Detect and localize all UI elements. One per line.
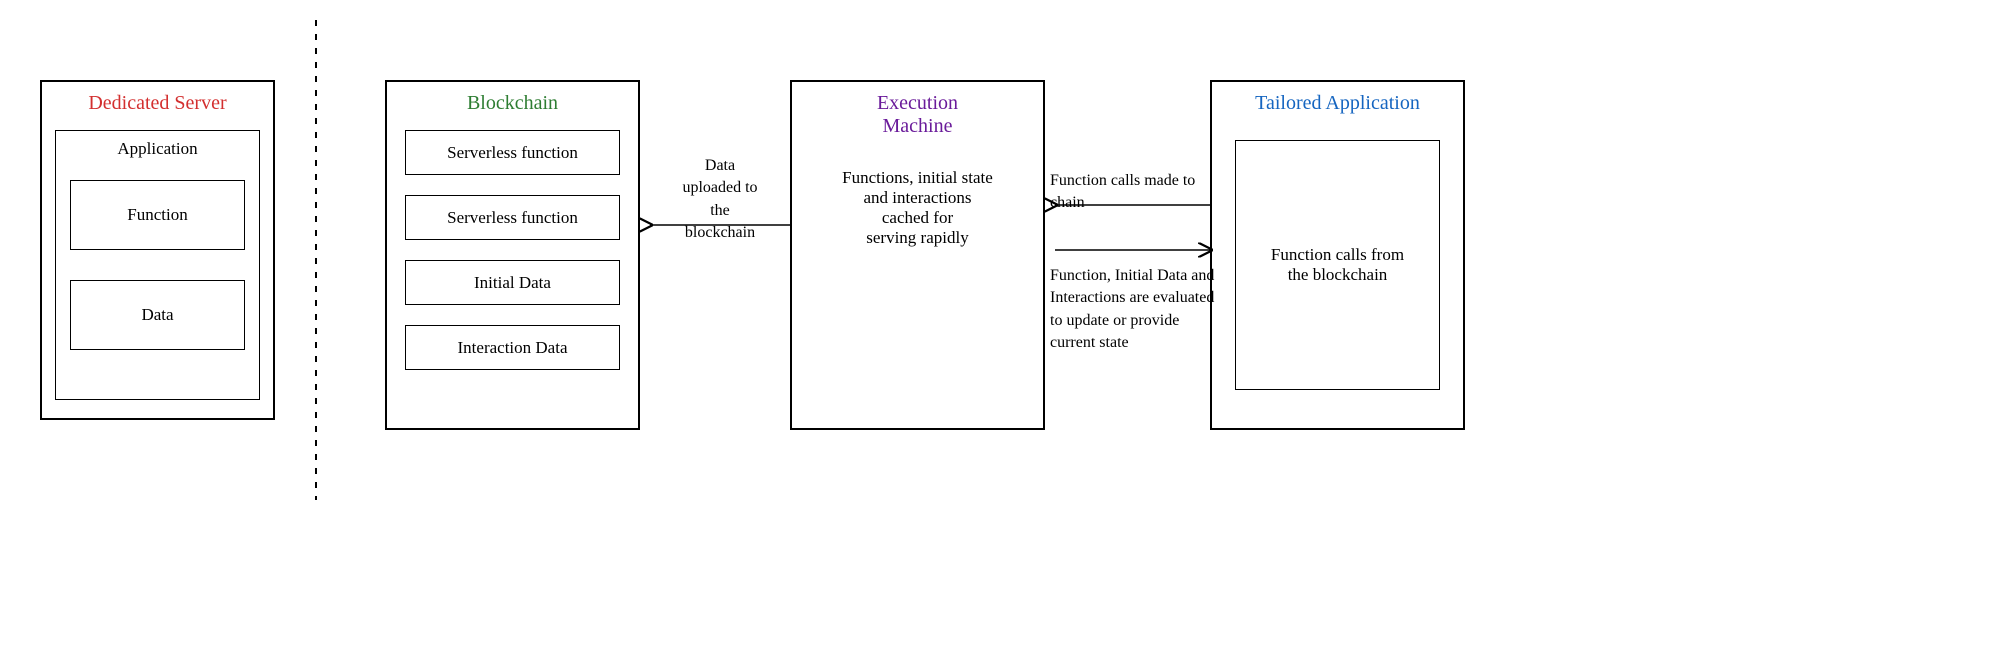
label-fn-calls-to-chain: Function calls made to chain [1050,170,1210,215]
blockchain-title: Blockchain [387,92,638,115]
serverless-fn-2-label: Serverless function [447,208,578,228]
application-box: Application [55,130,260,400]
execution-machine-box: Execution Machine Functions, initial sta… [790,80,1045,430]
function-label: Function [127,205,187,225]
interaction-data-box: Interaction Data [405,325,620,370]
tailored-app-inner: Function calls from the blockchain [1235,140,1440,390]
tailored-app-inner-label: Function calls from the blockchain [1271,245,1404,285]
serverless-fn-1: Serverless function [405,130,620,175]
vertical-divider [315,20,317,500]
serverless-fn-1-label: Serverless function [447,143,578,163]
initial-data-box: Initial Data [405,260,620,305]
data-label: Data [141,305,173,325]
tailored-app-title: Tailored Application [1212,92,1463,115]
function-box: Function [70,180,245,250]
dedicated-server-title: Dedicated Server [42,92,273,115]
execution-machine-title: Execution Machine [792,92,1043,138]
interaction-data-label: Interaction Data [458,338,568,358]
data-box: Data [70,280,245,350]
label-data-uploaded: Data uploaded to the blockchain [655,155,785,245]
label-evaluated: Function, Initial Data and Interactions … [1050,265,1220,355]
initial-data-label: Initial Data [474,273,551,293]
serverless-fn-2: Serverless function [405,195,620,240]
application-label: Application [56,139,259,159]
execution-machine-body: Functions, initial state and interaction… [792,168,1043,248]
